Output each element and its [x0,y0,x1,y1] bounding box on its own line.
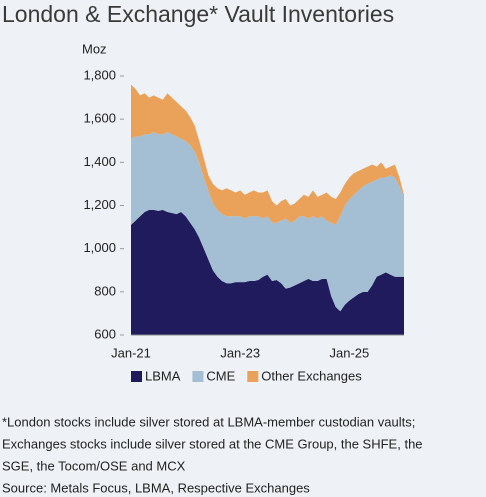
area-2 [131,84,404,225]
legend-label: Other Exchanges [261,368,362,383]
x-tick-label: Jan-23 [220,345,260,360]
footnote: SGE, the Tocom/OSE and MCX [2,458,186,473]
y-axis-label: Moz [82,41,107,56]
legend-label: LBMA [145,368,181,383]
legend-swatch [192,371,204,382]
area-0 [131,209,404,335]
y-tick-label: 800 [94,283,116,298]
footnote: Exchanges stocks include silver stored a… [2,436,423,451]
y-tick-label: 1,800 [83,67,116,82]
y-tick-label: 600 [94,326,116,341]
y-tick-label: 1,000 [83,240,116,255]
footnote: *London stocks include silver stored at … [2,414,415,429]
legend-swatch [247,371,259,382]
x-tick-label: Jan-25 [330,345,370,360]
legend-label: CME [206,368,235,383]
y-tick-label: 1,200 [83,197,116,212]
legend-swatch [131,371,142,382]
x-tick-label: Jan-21 [111,345,151,360]
chart-title: London & Exchange* Vault Inventories [2,1,394,27]
footnote: Source: Metals Focus, LBMA, Respective E… [2,480,310,495]
area-1 [131,132,404,312]
y-tick-label: 1,400 [83,154,116,169]
y-tick-label: 1,600 [83,111,116,126]
